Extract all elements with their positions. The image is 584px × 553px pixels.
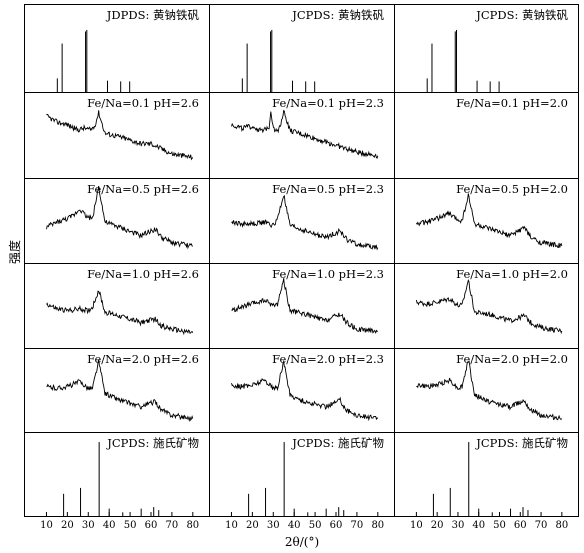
panel-label: JCPDS: 黄钠铁矾 (291, 8, 384, 22)
x-tick-label: 40 (288, 520, 301, 531)
panel-label: Fe/Na=0.1 pH=2.6 (87, 96, 199, 110)
x-tick-label: 10 (225, 520, 238, 531)
panel-label: JCPDS: 施氏矿物 (475, 436, 568, 450)
panel-label: JCPDS: 施氏矿物 (291, 436, 384, 450)
x-tick-label: 70 (351, 520, 364, 531)
panel-label: Fe/Na=0.5 pH=2.3 (272, 182, 384, 196)
panel-label: Fe/Na=2.0 pH=2.0 (456, 352, 568, 366)
x-tick-label: 10 (40, 520, 53, 531)
x-tick-label: 60 (514, 520, 527, 531)
x-tick-label: 80 (371, 520, 384, 531)
x-tick-label: 40 (472, 520, 485, 531)
panel-label: Fe/Na=0.5 pH=2.0 (456, 182, 568, 196)
panel-frame (394, 432, 579, 517)
x-tick-label: 10 (410, 520, 423, 531)
x-tick-label: 80 (555, 520, 568, 531)
x-tick-label: 30 (82, 520, 95, 531)
x-tick-label: 30 (452, 520, 465, 531)
panel-label: Fe/Na=0.5 pH=2.6 (87, 182, 199, 196)
panel-label: Fe/Na=0.1 pH=2.0 (456, 96, 568, 110)
y-axis-label: 强度 (8, 240, 22, 265)
x-tick-label: 20 (246, 520, 259, 531)
x-tick-label: 80 (186, 520, 199, 531)
xrd-pattern-line (231, 278, 379, 335)
x-tick-label: 50 (493, 520, 506, 531)
panel-label: Fe/Na=2.0 pH=2.6 (87, 352, 199, 366)
xrd-pattern-line (231, 109, 379, 159)
x-tick-label: 20 (431, 520, 444, 531)
x-tick-label: 60 (145, 520, 158, 531)
panel-label: Fe/Na=1.0 pH=2.0 (456, 267, 568, 281)
x-tick-label: 50 (124, 520, 137, 531)
xrd-pattern-line (46, 359, 194, 423)
xrd-pattern-line (46, 290, 194, 336)
x-tick-label: 70 (535, 520, 548, 531)
xrd-pattern-line (416, 360, 563, 421)
panel-label: Fe/Na=2.0 pH=2.3 (272, 352, 384, 366)
xrd-pattern-line (231, 359, 379, 422)
panel-label: Fe/Na=0.1 pH=2.3 (272, 96, 384, 110)
x-tick-label: 50 (309, 520, 322, 531)
x-tick-label: 20 (61, 520, 74, 531)
x-axis-label: 2θ/(°) (284, 535, 320, 549)
xrd-pattern-line (415, 279, 563, 335)
xrd-pattern-line (231, 194, 379, 251)
x-tick-label: 60 (330, 520, 343, 531)
panel-label: JDPDS: 黄钠铁矾 (106, 8, 200, 22)
panel-label: Fe/Na=1.0 pH=2.6 (87, 267, 199, 281)
x-tick-label: 70 (166, 520, 179, 531)
xrd-pattern-line (46, 185, 193, 250)
xrd-pattern-line (46, 110, 194, 161)
xrd-pattern-line (416, 193, 563, 249)
panel-label: JCPDS: 黄钠铁矾 (475, 8, 568, 22)
x-tick-label: 40 (103, 520, 116, 531)
panel-label: JCPDS: 施氏矿物 (106, 436, 199, 450)
x-tick-label: 30 (267, 520, 280, 531)
panel-label: Fe/Na=1.0 pH=2.3 (272, 267, 384, 281)
